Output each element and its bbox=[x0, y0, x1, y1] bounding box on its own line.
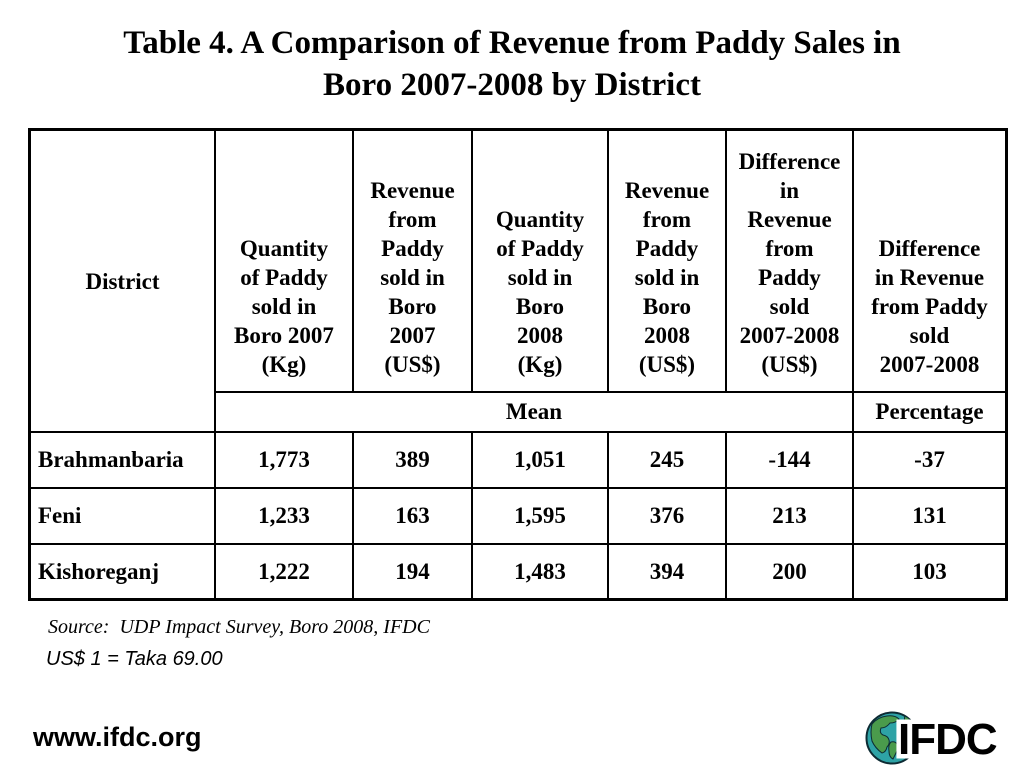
col-header-rev-2007: Revenue from Paddy sold in Boro 2007 (US… bbox=[354, 131, 471, 391]
table-cell: 194 bbox=[354, 545, 471, 598]
table-cell: -144 bbox=[727, 433, 852, 487]
table-cell: 1,222 bbox=[216, 545, 352, 598]
col-header-rev-2008: Revenue from Paddy sold in Boro 2008 (US… bbox=[609, 131, 725, 391]
subheader-percentage: Percentage bbox=[854, 393, 1005, 431]
footer-url: www.ifdc.org bbox=[33, 722, 202, 752]
table-cell: 200 bbox=[727, 545, 852, 598]
table-cell: 1,233 bbox=[216, 489, 352, 543]
table-cell: 245 bbox=[609, 433, 725, 487]
row-district-kishoreganj: Kishoreganj bbox=[31, 545, 214, 598]
table-cell: 1,773 bbox=[216, 433, 352, 487]
ifdc-logo: IFDC IFDC bbox=[865, 711, 1002, 766]
source-note: Source: UDP Impact Survey, Boro 2008, IF… bbox=[48, 616, 430, 638]
ifdc-logo-text-halo: IFDC bbox=[898, 715, 997, 764]
col-header-diff-usd: Difference in Revenue from Paddy sold 20… bbox=[727, 131, 852, 391]
table-cell: 389 bbox=[354, 433, 471, 487]
table-cell: 376 bbox=[609, 489, 725, 543]
subheader-mean: Mean bbox=[216, 393, 852, 431]
row-district-brahmanbaria: Brahmanbaria bbox=[31, 433, 214, 487]
col-header-district: District bbox=[31, 131, 214, 431]
table-cell: 213 bbox=[727, 489, 852, 543]
table-cell: 1,483 bbox=[473, 545, 607, 598]
ifdc-logo-text: IFDC bbox=[898, 715, 997, 764]
paddy-revenue-table: District Quantity of Paddy sold in Boro … bbox=[28, 128, 1008, 601]
table-cell: 131 bbox=[854, 489, 1005, 543]
col-header-qty-2008: Quantity of Paddy sold in Boro 2008 (Kg) bbox=[473, 131, 607, 391]
table-cell: 394 bbox=[609, 545, 725, 598]
globe-icon bbox=[865, 711, 919, 765]
row-district-feni: Feni bbox=[31, 489, 214, 543]
table-cell: 103 bbox=[854, 545, 1005, 598]
col-header-qty-2007: Quantity of Paddy sold in Boro 2007 (Kg) bbox=[216, 131, 352, 391]
table-cell: 1,051 bbox=[473, 433, 607, 487]
exchange-rate-note: US$ 1 = Taka 69.00 bbox=[46, 648, 223, 670]
table-cell: 163 bbox=[354, 489, 471, 543]
table-cell: 1,595 bbox=[473, 489, 607, 543]
page-title: Table 4. A Comparison of Revenue from Pa… bbox=[123, 25, 901, 103]
col-header-diff-pct: Difference in Revenue from Paddy sold 20… bbox=[854, 131, 1005, 391]
table-cell: -37 bbox=[854, 433, 1005, 487]
